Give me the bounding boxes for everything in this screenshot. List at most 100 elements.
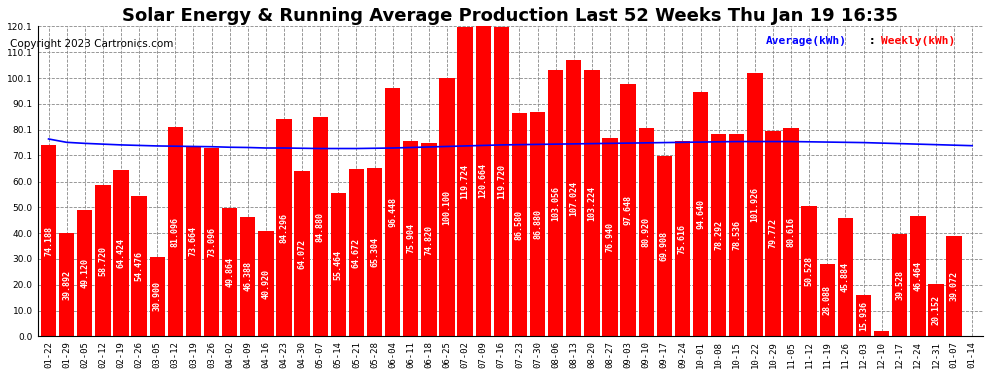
Bar	[240, 217, 255, 336]
Text: 15.936: 15.936	[859, 301, 868, 331]
Bar	[765, 130, 781, 336]
Text: 49.120: 49.120	[80, 258, 89, 288]
Text: 119.724: 119.724	[460, 164, 469, 200]
Bar	[294, 171, 310, 336]
Text: 79.772: 79.772	[768, 218, 777, 248]
Text: 50.528: 50.528	[805, 256, 814, 286]
Text: 84.296: 84.296	[279, 213, 288, 243]
Text: 64.072: 64.072	[298, 238, 307, 268]
Bar	[747, 74, 762, 336]
Bar	[59, 233, 74, 336]
Text: 20.152: 20.152	[932, 296, 940, 326]
Text: 107.024: 107.024	[569, 181, 578, 216]
Text: 64.424: 64.424	[117, 238, 126, 268]
Text: 84.880: 84.880	[316, 212, 325, 242]
Bar	[946, 236, 961, 336]
Bar	[421, 143, 437, 336]
Bar	[820, 264, 835, 336]
Text: 74.188: 74.188	[44, 226, 53, 256]
Text: 80.616: 80.616	[787, 217, 796, 248]
Bar	[892, 234, 908, 336]
Bar	[874, 332, 889, 336]
Text: 78.536: 78.536	[733, 220, 742, 250]
Text: Weekly(kWh): Weekly(kWh)	[881, 36, 955, 46]
Bar	[113, 170, 129, 336]
Text: 120.664: 120.664	[479, 163, 488, 198]
Text: 28.088: 28.088	[823, 285, 832, 315]
Bar	[929, 284, 943, 336]
Bar	[95, 185, 111, 336]
Text: 64.672: 64.672	[351, 238, 361, 268]
Bar	[584, 70, 600, 336]
Bar	[838, 218, 853, 336]
Text: 46.388: 46.388	[244, 261, 252, 291]
Bar	[440, 78, 454, 336]
Bar	[367, 168, 382, 336]
Title: Solar Energy & Running Average Production Last 52 Weeks Thu Jan 19 16:35: Solar Energy & Running Average Productio…	[123, 7, 898, 25]
Text: 65.304: 65.304	[370, 237, 379, 267]
Bar	[639, 128, 653, 336]
Text: 46.464: 46.464	[914, 261, 923, 291]
Text: 30.900: 30.900	[152, 282, 161, 312]
Bar	[621, 84, 636, 336]
Text: 73.096: 73.096	[207, 227, 216, 257]
Bar	[512, 113, 527, 336]
Bar	[494, 27, 509, 336]
Text: :: :	[869, 36, 878, 46]
Text: Copyright 2023 Cartronics.com: Copyright 2023 Cartronics.com	[10, 39, 173, 50]
Text: 101.926: 101.926	[750, 188, 759, 222]
Text: 39.528: 39.528	[895, 270, 904, 300]
Bar	[186, 146, 201, 336]
Bar	[855, 295, 871, 336]
Text: 39.892: 39.892	[62, 270, 71, 300]
Text: 81.096: 81.096	[171, 217, 180, 247]
Bar	[132, 196, 147, 336]
Bar	[222, 208, 238, 336]
Text: 76.940: 76.940	[606, 222, 615, 252]
Bar	[41, 145, 56, 336]
Text: 97.648: 97.648	[624, 195, 633, 225]
Text: 103.224: 103.224	[587, 186, 596, 220]
Bar	[802, 206, 817, 336]
Text: 86.580: 86.580	[515, 210, 524, 240]
Text: 96.448: 96.448	[388, 197, 397, 227]
Text: 69.908: 69.908	[659, 231, 669, 261]
Bar	[729, 134, 744, 336]
Bar	[547, 70, 563, 336]
Text: 86.880: 86.880	[533, 209, 543, 239]
Text: 103.056: 103.056	[551, 186, 560, 221]
Bar	[348, 170, 364, 336]
Bar	[783, 128, 799, 336]
Text: 73.664: 73.664	[189, 226, 198, 256]
Bar	[204, 148, 219, 336]
Bar	[276, 119, 292, 336]
Bar	[566, 60, 581, 336]
Bar	[675, 141, 690, 336]
Bar	[711, 134, 727, 336]
Text: 45.884: 45.884	[841, 262, 849, 292]
Bar	[258, 231, 273, 336]
Text: 78.292: 78.292	[714, 220, 723, 251]
Text: Average(kWh): Average(kWh)	[765, 36, 846, 46]
Bar	[331, 193, 346, 336]
Text: 80.920: 80.920	[642, 217, 650, 247]
Bar	[403, 141, 419, 336]
Bar	[656, 156, 672, 336]
Bar	[475, 25, 491, 336]
Text: 55.464: 55.464	[334, 250, 343, 280]
Text: 94.640: 94.640	[696, 199, 705, 229]
Bar	[693, 92, 708, 336]
Text: 58.720: 58.720	[98, 246, 107, 276]
Text: 54.476: 54.476	[135, 251, 144, 281]
Bar	[149, 256, 165, 336]
Bar	[910, 216, 926, 336]
Text: 100.100: 100.100	[443, 190, 451, 225]
Bar	[385, 87, 400, 336]
Text: 119.720: 119.720	[497, 164, 506, 200]
Text: 39.072: 39.072	[949, 271, 958, 301]
Bar	[77, 210, 92, 336]
Bar	[530, 112, 545, 336]
Bar	[313, 117, 328, 336]
Text: 74.820: 74.820	[425, 225, 434, 255]
Text: 75.904: 75.904	[406, 224, 415, 254]
